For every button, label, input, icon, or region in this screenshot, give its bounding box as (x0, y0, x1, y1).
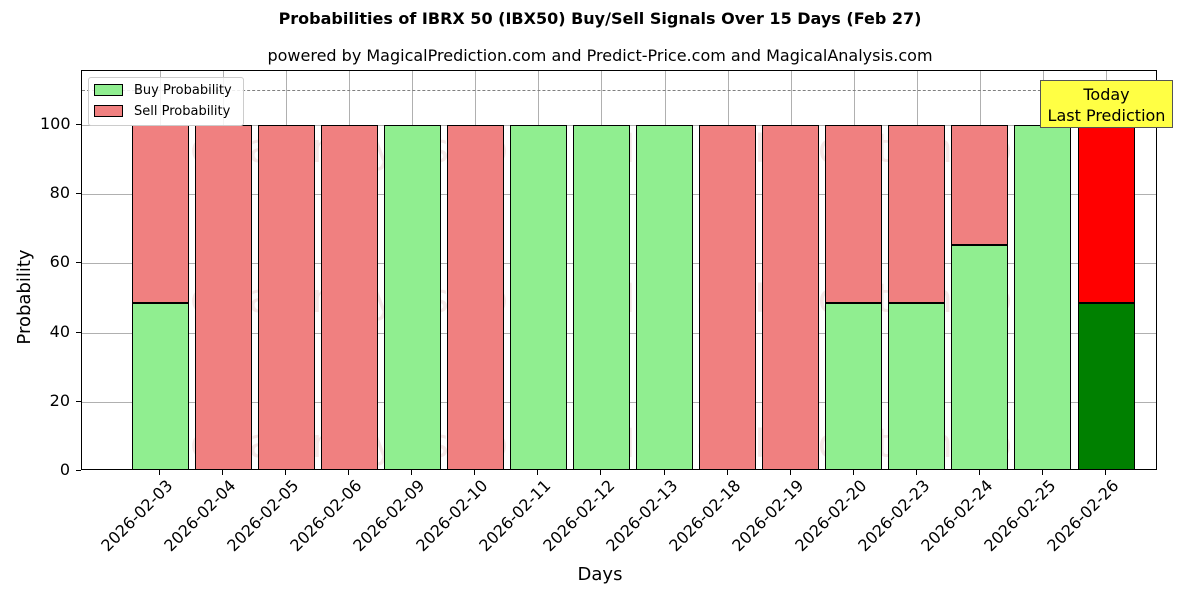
plot-area: MagicalAnalysis.comMagicalPrediction.com… (81, 70, 1157, 470)
x-tick-mark (915, 470, 917, 475)
x-tick-mark (222, 470, 224, 475)
y-tick-mark (76, 124, 81, 125)
x-tick-mark (789, 470, 791, 475)
legend-sell-label: Sell Probability (134, 103, 231, 119)
y-tick-mark (76, 331, 81, 333)
y-tick-label: 100 (40, 114, 71, 133)
legend-item-buy: Buy Probability (94, 82, 232, 98)
x-axis-label: Days (577, 564, 623, 585)
y-tick-label: 20 (49, 390, 70, 410)
sell-bar (131, 125, 189, 304)
buy-bar (1077, 303, 1135, 469)
y-tick-mark (76, 193, 81, 195)
today-annotation: Today Last Prediction (1040, 80, 1173, 128)
x-tick-mark (159, 470, 160, 475)
buy-bar (383, 125, 441, 469)
x-tick-mark (726, 470, 728, 475)
reference-line (82, 90, 1156, 92)
y-tick-label: 60 (49, 252, 70, 272)
x-tick-mark (411, 470, 413, 475)
annotation-line-2: Last Prediction (1047, 106, 1166, 125)
x-tick-mark (852, 470, 854, 475)
chart-subtitle: powered by MagicalPrediction.com and Pre… (267, 46, 933, 65)
buy-bar (509, 125, 567, 469)
annotation-line-1: Today (1083, 85, 1130, 104)
sell-bar (762, 125, 820, 469)
buy-bar (1014, 125, 1072, 469)
y-tick-mark (76, 262, 81, 264)
sell-bar (446, 125, 504, 469)
chart-title: Probabilities of IBRX 50 (IBX50) Buy/Sel… (278, 9, 922, 28)
x-tick-mark (978, 470, 980, 475)
buy-bar (888, 303, 946, 469)
x-tick-mark (600, 470, 602, 475)
buy-bar (951, 245, 1009, 469)
sell-bar (951, 125, 1009, 246)
y-axis-label: Probability (14, 249, 35, 345)
y-tick-label: 80 (49, 183, 70, 203)
x-tick-mark (1105, 470, 1107, 475)
buy-bar (636, 125, 694, 469)
sell-bar (257, 125, 315, 469)
y-tick-label: 40 (49, 321, 70, 341)
sell-bar (825, 125, 883, 304)
legend-buy-label: Buy Probability (134, 82, 232, 98)
buy-swatch-icon (94, 84, 123, 96)
sell-bar (888, 125, 946, 304)
x-tick-mark (1041, 470, 1043, 475)
sell-swatch-icon (94, 105, 123, 117)
x-tick-mark (537, 470, 539, 475)
buy-bar (131, 303, 189, 469)
sell-bar (699, 125, 757, 469)
x-tick-mark (285, 470, 287, 475)
x-tick-mark (348, 470, 350, 475)
y-tick-mark (76, 400, 81, 402)
legend-item-sell: Sell Probability (94, 103, 230, 119)
y-tick-mark (76, 470, 81, 471)
x-tick-mark (663, 470, 665, 475)
buy-bar (825, 303, 883, 469)
sell-bar (1077, 125, 1135, 304)
sell-bar (320, 125, 378, 469)
y-tick-label: 0 (59, 460, 70, 479)
buy-bar (572, 125, 630, 469)
legend: Buy Probability Sell Probability (88, 77, 244, 126)
sell-bar (194, 125, 252, 469)
x-tick-mark (474, 470, 476, 475)
